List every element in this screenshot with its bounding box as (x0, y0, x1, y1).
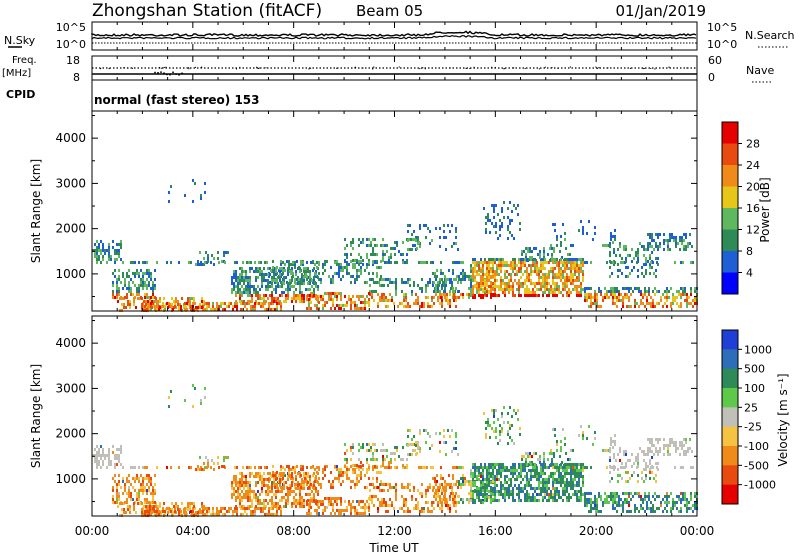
power-cbar-tick-4: 20 (746, 181, 760, 194)
power-y-axis: 1000 2000 3000 4000 (55, 115, 697, 298)
x-axis-label: Time UT (368, 541, 419, 554)
x-tick-label-0: 00:00 (75, 524, 110, 538)
nsky-strip: N.Sky 10^5 10^0 10^5 10^0 N.Search (4, 21, 795, 51)
power-echo-series-1 (94, 179, 698, 294)
station-title: Zhongshan Station (fitACF) (92, 1, 322, 21)
velocity-cbar-swatch-4 (722, 407, 738, 428)
cpid-label: CPID (6, 88, 35, 101)
x-axis-tick-labels: 00:00 04:00 08:00 12:00 16:00 20:00 00:00 (75, 524, 715, 538)
velocity-cbar-tick-5: -100 (744, 440, 769, 453)
power-cbar-swatch-6 (722, 143, 738, 165)
velocity-cbar-swatch-3 (722, 388, 738, 408)
freq-tick-bottom: 8 (73, 71, 80, 84)
power-cbar-tick-6: 28 (746, 138, 760, 151)
freq-label: Freq. (12, 55, 37, 66)
velocity-cbar-swatch-6 (722, 446, 738, 466)
x-tick-label-2: 08:00 (276, 524, 311, 538)
nsearch-tick-bottom: 10^0 (707, 38, 737, 51)
x-tick-label-3: 12:00 (377, 524, 412, 538)
power-cbar-label: Power [dB] (758, 177, 772, 242)
power-cbar-tick-0: 4 (746, 267, 753, 280)
power-scatter-data (92, 179, 698, 312)
velocity-cbar-swatch-7 (722, 465, 738, 486)
power-cbar-swatch-4 (722, 186, 738, 208)
power-ylabel: Slant Range [km] (29, 159, 43, 263)
power-cbar-swatch-7 (722, 122, 738, 144)
velocity-cbar-swatch-5 (722, 426, 738, 447)
velocity-scatter-data (92, 384, 698, 517)
velocity-y-axis: 1000 2000 3000 4000 (55, 320, 697, 503)
velocity-cbar-tick-6: -500 (744, 459, 769, 472)
freq-unit: [MHz] (2, 68, 31, 79)
velocity-ytick-label-0: 1000 (55, 472, 86, 486)
velocity-cbar-swatch-2 (722, 368, 738, 389)
velocity-cbar-tick-2: 100 (744, 382, 765, 395)
velocity-colorbar: 1000 500 100 25 -25 -100 -500 -1000 Velocity [m… (721, 329, 790, 505)
power-echo-series-4 (121, 261, 698, 312)
nave-tick-bottom: 0 (708, 71, 715, 84)
velocity-echo-series-3 (116, 384, 698, 513)
velocity-ytick-label-2: 3000 (55, 381, 86, 395)
power-cbar-swatch-1 (722, 251, 738, 273)
nave-label: Nave (746, 64, 774, 77)
power-echo-series-6 (112, 261, 698, 312)
power-cbar-swatch-0 (722, 272, 738, 294)
power-cbar-tick-1: 8 (746, 245, 753, 258)
power-echo-series-3 (94, 238, 698, 312)
power-cbar-tick-2: 12 (746, 224, 760, 237)
velocity-ytick-label-3: 4000 (55, 336, 86, 350)
velocity-ylabel: Slant Range [km] (29, 364, 43, 468)
x-tick-label-5: 20:00 (579, 524, 614, 538)
power-cbar-swatch-5 (722, 165, 738, 187)
power-echo-series-7 (114, 292, 696, 311)
nave-tick-top: 60 (708, 54, 722, 67)
velocity-ytick-label-1: 2000 (55, 427, 86, 441)
velocity-cbar-label: Velocity [m s⁻¹] (776, 373, 790, 466)
date-label: 01/Jan/2019 (616, 2, 707, 20)
x-tick-label-4: 16:00 (478, 524, 513, 538)
power-colorbar: 4 8 12 16 20 24 28 Power [dB] (721, 121, 772, 295)
velocity-cbar-tick-3: 25 (744, 401, 758, 414)
power-cbar-tick-3: 16 (746, 202, 760, 215)
x-tick-label-6: 00:00 (680, 524, 715, 538)
power-ytick-label-3: 4000 (55, 131, 86, 145)
velocity-cbar-tick-4: -25 (744, 421, 762, 434)
cpid-text: normal (fast stereo) 153 (94, 93, 260, 107)
velocity-echo-series-6 (112, 451, 668, 517)
power-panel: 1000 2000 3000 4000 Slant Range [km] (29, 22, 698, 516)
power-cbar-tick-5: 24 (746, 159, 760, 172)
power-echo-series-5 (112, 261, 696, 312)
velocity-cbar-tick-7: -1000 (744, 479, 776, 492)
beam-label: Beam 05 (356, 2, 423, 20)
nsearch-tick-top: 10^5 (707, 21, 737, 34)
nsky-tick-top: 10^5 (56, 21, 86, 34)
power-echo-series-2 (92, 182, 696, 294)
power-cbar-swatch-3 (722, 208, 738, 230)
velocity-cbar-swatch-8 (722, 484, 738, 505)
velocity-echo-series-4 (92, 396, 694, 517)
freq-tick-top: 18 (66, 54, 80, 67)
nsky-label: N.Sky (4, 34, 36, 47)
freq-strip: Freq. [MHz] 18 8 60 0 Nave (2, 54, 774, 84)
velocity-cbar-tick-0: 1000 (744, 343, 772, 356)
power-cbar-swatch-2 (722, 229, 738, 251)
cpid-strip: CPID normal (fast stereo) 153 (6, 80, 698, 111)
x-tick-label-1: 04:00 (176, 524, 211, 538)
power-ytick-label-2: 3000 (55, 176, 86, 190)
nsky-tick-bottom: 10^0 (56, 38, 86, 51)
nsearch-label: N.Search (745, 29, 795, 42)
power-ytick-label-1: 2000 (55, 222, 86, 236)
velocity-panel: 1000 2000 3000 4000 Slant Range [km] (29, 315, 698, 517)
velocity-cbar-swatch-0 (722, 330, 738, 350)
power-ytick-label-0: 1000 (55, 267, 86, 281)
velocity-cbar-swatch-1 (722, 349, 738, 370)
velocity-cbar-tick-1: 500 (744, 363, 765, 376)
